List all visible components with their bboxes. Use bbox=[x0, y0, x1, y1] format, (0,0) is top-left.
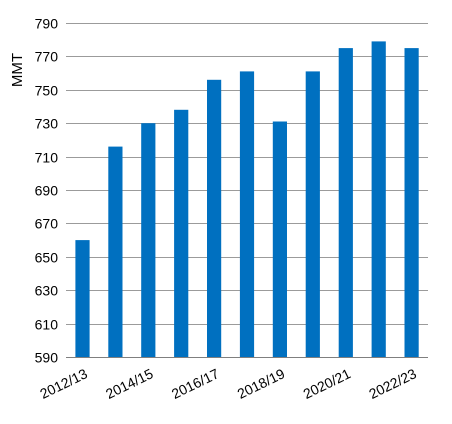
bar-2014/15 bbox=[141, 123, 156, 357]
bar-2018/19 bbox=[272, 121, 287, 357]
x-tick-label: 2018/19 bbox=[235, 365, 288, 402]
bar-2019/20 bbox=[305, 71, 320, 358]
y-tick-labels: 590 610 630 650 670 690 710 730 750 770 790 bbox=[35, 16, 59, 366]
y-tick-label: 730 bbox=[35, 116, 59, 132]
y-tick-label: 610 bbox=[35, 317, 59, 333]
bar-2012/13 bbox=[75, 240, 90, 357]
bar-2015/16 bbox=[174, 109, 189, 357]
y-tick-label: 770 bbox=[35, 49, 59, 65]
y-tick-label: 590 bbox=[35, 350, 59, 366]
bar-2021/22 bbox=[371, 41, 386, 358]
y-tick-label: 650 bbox=[35, 250, 59, 266]
y-tick-label: 630 bbox=[35, 283, 59, 299]
x-tick-label: 2020/21 bbox=[301, 365, 354, 402]
bar-2016/17 bbox=[207, 79, 222, 358]
bar-2022/23 bbox=[404, 48, 419, 357]
x-tick-label: 2012/13 bbox=[37, 365, 90, 402]
y-tick-label: 670 bbox=[35, 216, 59, 232]
y-tick-label: 750 bbox=[35, 83, 59, 99]
bar-2017/18 bbox=[239, 71, 255, 358]
bar-2020/21 bbox=[338, 48, 353, 357]
x-tick-label: 2014/15 bbox=[103, 365, 156, 402]
y-tick-label: 710 bbox=[35, 150, 59, 166]
y-tick-label: 790 bbox=[35, 16, 59, 32]
bar-series bbox=[75, 41, 419, 358]
bar-2013/14 bbox=[108, 146, 123, 357]
y-tick-label: 690 bbox=[35, 183, 59, 199]
x-tick-labels: 2012/13 2014/15 2016/17 2018/19 2020/21 2022/… bbox=[37, 365, 419, 402]
x-tick-label: 2022/23 bbox=[366, 365, 419, 402]
x-tick-label: 2016/17 bbox=[169, 365, 222, 402]
y-axis-title: MMT bbox=[9, 53, 26, 87]
